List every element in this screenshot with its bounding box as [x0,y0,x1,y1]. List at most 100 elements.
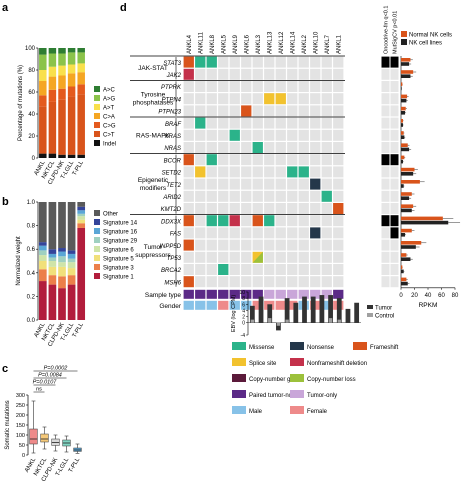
grid-cell [298,142,309,153]
bar-indel [67,154,76,158]
bar-c-g [58,88,66,100]
grid-cell [252,227,263,239]
sample-type-tumor-only [298,289,309,299]
grid-cell [287,215,298,227]
grid-cell [264,203,275,214]
legend-label: Male [249,409,263,415]
flag-cell [381,227,390,239]
grid-cell [252,190,263,202]
grid-cell [229,251,240,263]
flag-cell [381,264,390,275]
grid-cell [218,276,229,288]
legend-swatch-nk-cell-lines [401,39,407,45]
grid-cell [195,68,206,80]
sample-type-paired-tumor-normal [206,289,217,299]
cell-missense [206,215,217,227]
bar-c-t [48,101,57,154]
bar-indel [58,154,66,158]
grid-cell [264,264,275,275]
cell-frameshift [241,105,252,117]
grid-cell [275,56,286,68]
grid-cell [195,264,206,275]
bar-signature-1 [38,281,47,320]
bar-nk-lines [401,208,412,213]
grid-cell [287,203,298,214]
legend-swatch-splice-site [232,358,246,366]
grid-cell [252,154,263,166]
legend-label: Control [375,314,394,320]
grid-cell [252,178,263,190]
grid-cell [252,129,263,141]
legend-swatch-c-t [94,131,100,137]
bar-c-g [67,86,76,97]
bar-a-t [58,65,66,76]
grid-cell [252,203,263,214]
grid-cell [206,251,217,263]
legend-label: A>G [103,97,116,103]
flag-cell [381,81,390,92]
grid-cell [298,276,309,288]
grid-cell [183,227,194,239]
grid-cell [310,56,321,68]
bar-signature-3 [77,223,86,228]
cell-missense [218,264,229,275]
legend-label: Splice site [249,361,277,367]
flag-cell [381,203,390,214]
y-tick-label: 8 [242,296,245,302]
bar-ebv-tumor [276,322,281,331]
y-tick-label: 20 [28,134,35,140]
grid-cell [287,251,298,263]
legend-label: Signature 3 [103,266,134,272]
flag-cell [390,276,399,288]
bar-a-t [39,70,47,81]
panel-label-a: a [2,2,9,14]
bar-ebv-control [268,318,272,323]
grid-cell [183,117,194,129]
grid-cell [310,81,321,92]
bar-other [67,202,76,251]
y-tick-label: 0.8 [27,224,36,230]
bar-c-g [48,89,57,102]
bar-a-g [39,54,47,70]
grid-cell [310,93,321,105]
legend-swatch-nonsense [290,342,304,350]
grid-cell [229,93,240,105]
grid-cell [298,154,309,166]
row-label-gender: Gender [159,303,182,310]
bar-a-c [58,48,66,54]
x-tick-label: 0 [399,293,403,299]
flag-cell [381,166,390,178]
sample-label: ANKL3 [256,34,262,54]
grid-cell [218,227,229,239]
grid-cell [183,93,194,105]
grid-cell [183,251,194,263]
grid-cell [195,129,206,141]
grid-cell [241,129,252,141]
grid-cell [333,56,344,68]
grid-cell [229,227,240,239]
legend-label: Tumor [375,306,392,312]
legend-swatch-frameshift [353,342,367,350]
gene-label-brca2: BRCA2 [161,268,182,274]
grid-cell [287,227,298,239]
bar-nk-lines [401,220,449,225]
gene-label-kras: KRAS [165,134,181,140]
grid-cell [241,142,252,153]
grid-cell [298,68,309,80]
legend-swatch-control [367,313,373,317]
flag-cell [390,81,399,92]
legend-label: Normal NK cells [409,33,452,39]
row-label-sample-type: Sample type [145,292,182,299]
cell-frameshift [333,203,344,214]
bar-normal-nk [401,192,412,196]
grid-cell [275,276,286,288]
cell-nonsense [310,227,321,239]
x-tick-label: 20 [411,293,418,299]
bar-indel [39,153,47,158]
bar-ebv-control [250,319,255,323]
legend-swatch-other [94,210,100,216]
grid-cell [264,190,275,202]
y-tick-label: 2 [242,315,245,321]
y-tick-label: 0 [32,156,36,162]
